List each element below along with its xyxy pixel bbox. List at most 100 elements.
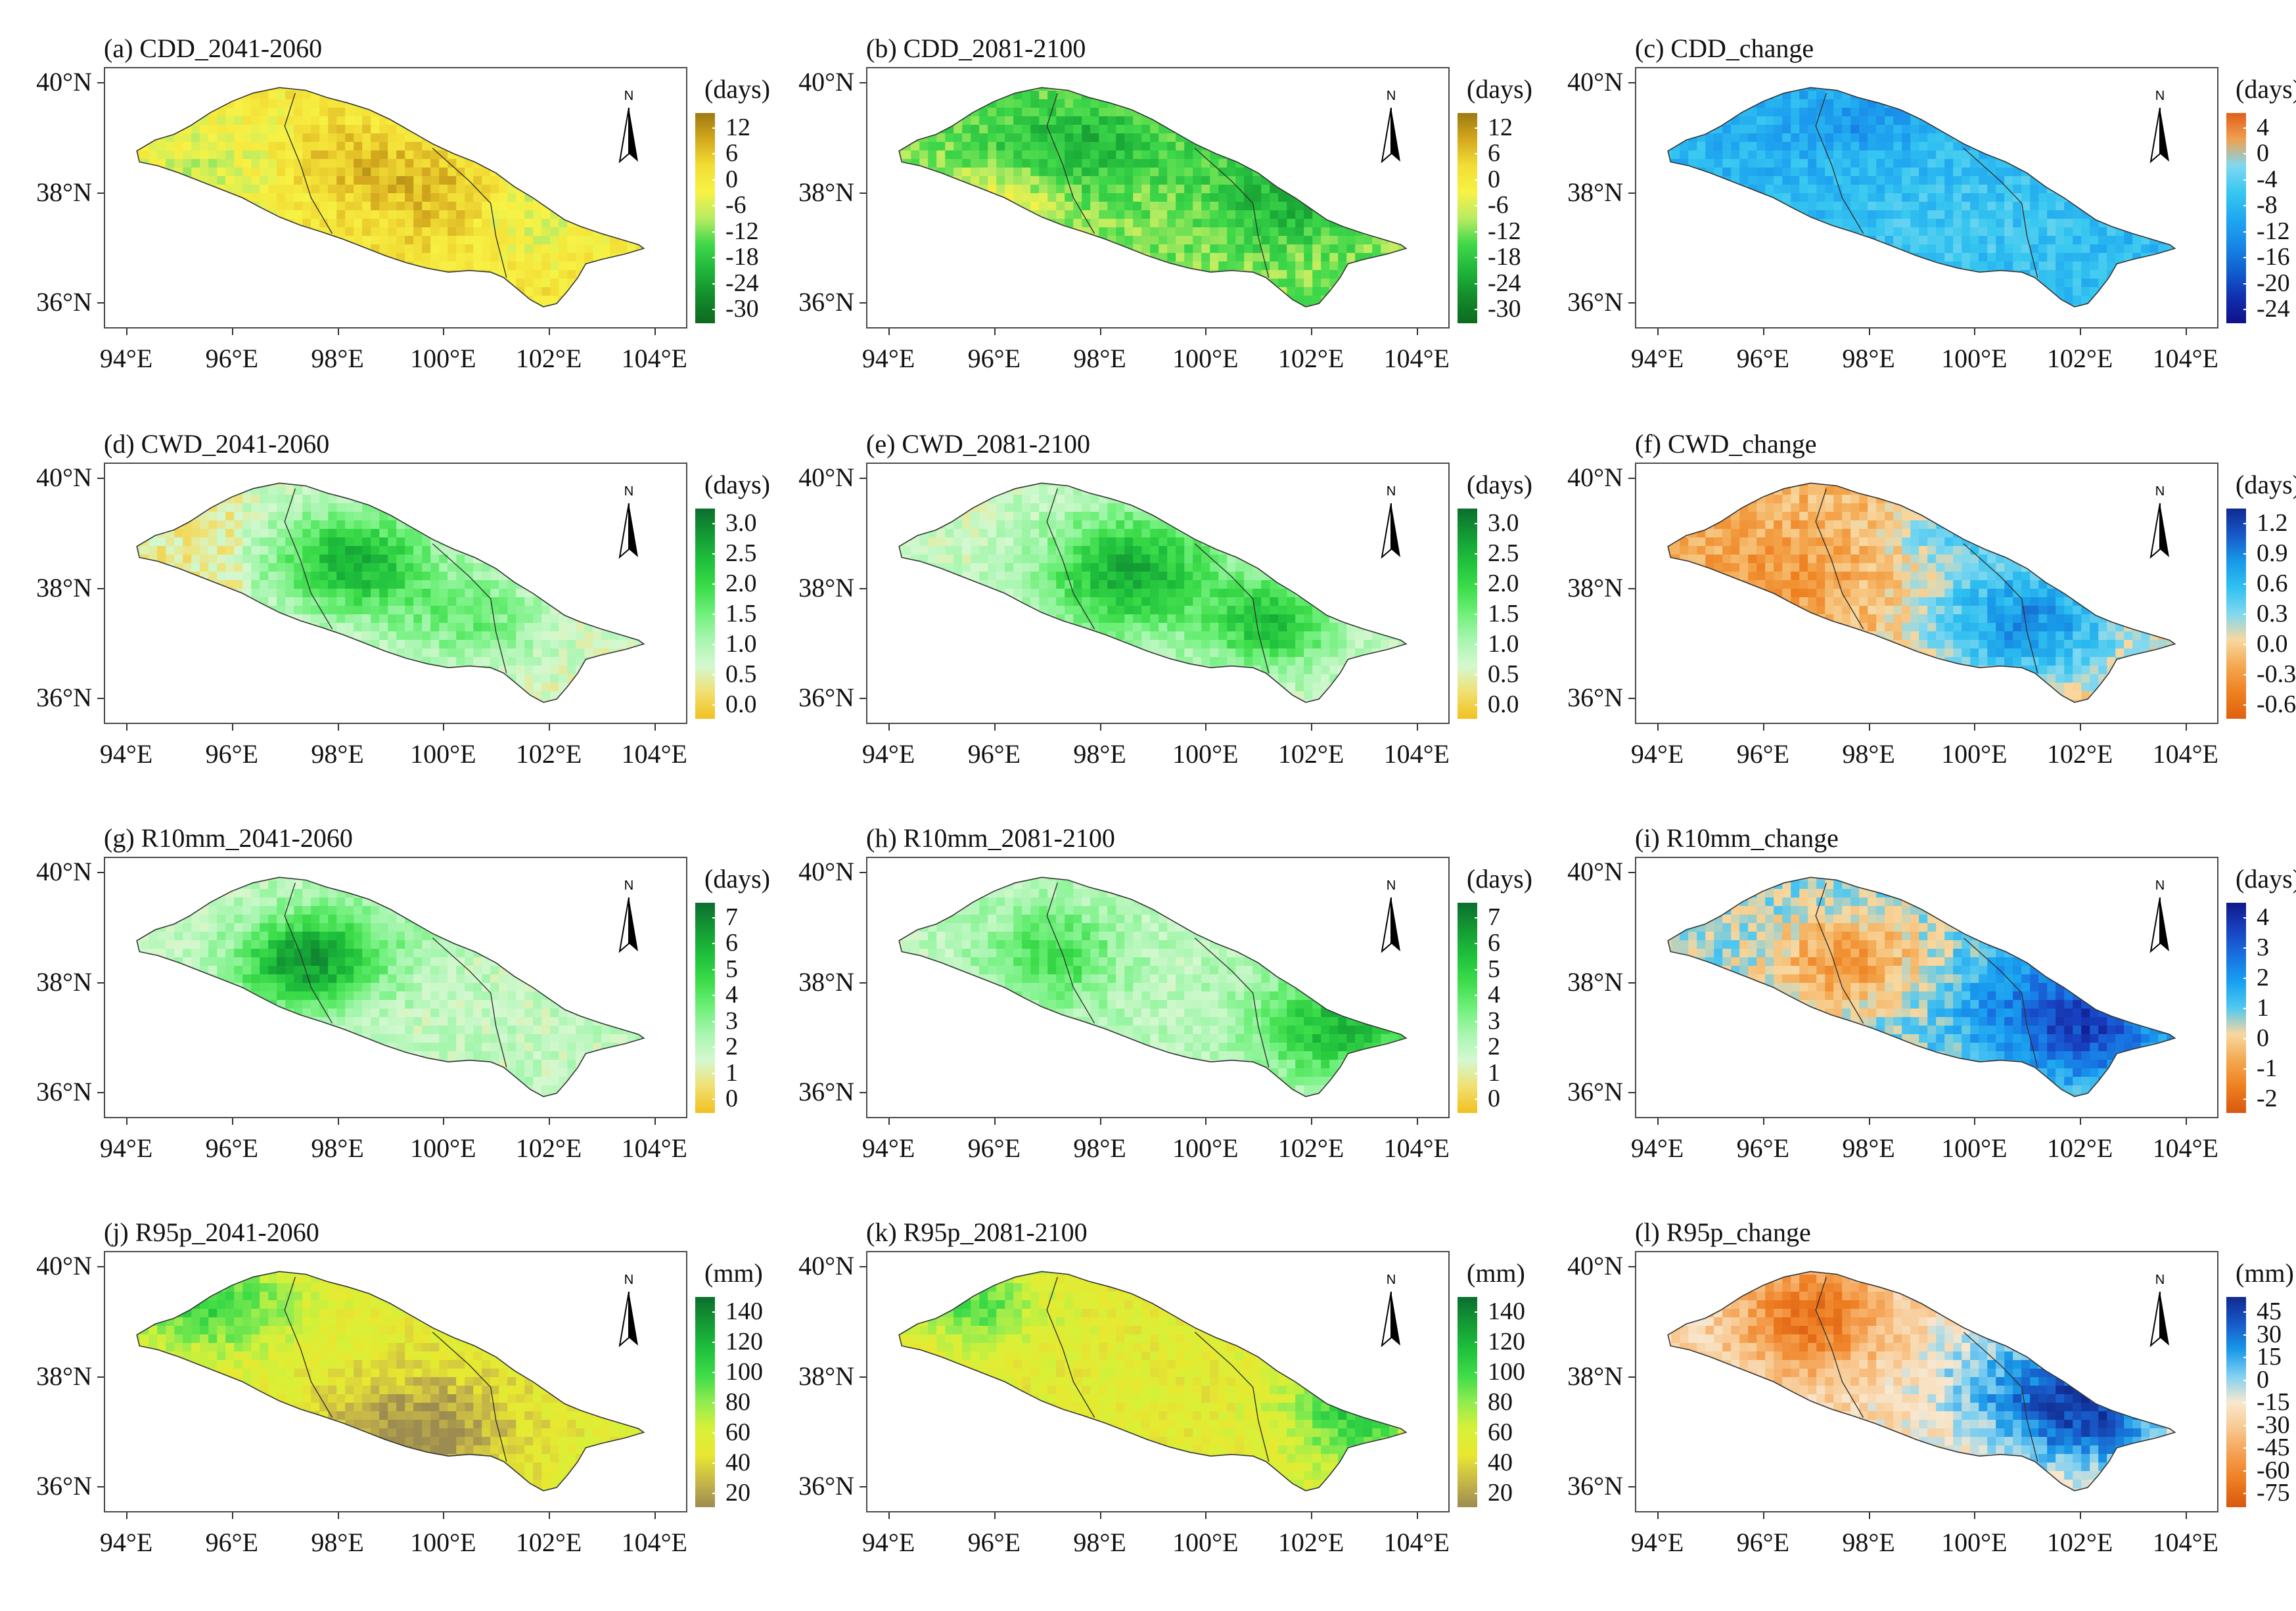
map-frame: N bbox=[1635, 67, 2218, 329]
raster-cells bbox=[894, 872, 1415, 1103]
lat-label: 40°N bbox=[0, 856, 92, 887]
lat-tick bbox=[860, 872, 866, 873]
lon-tick bbox=[443, 1118, 444, 1125]
lon-label: 94°E bbox=[1631, 1527, 1684, 1558]
lon-tick bbox=[2186, 1118, 2187, 1125]
panel-title: (i) R10mm_change bbox=[1635, 823, 1839, 853]
north-arrow-icon: N bbox=[1373, 88, 1409, 173]
north-label: N bbox=[624, 484, 633, 499]
north-arrow-icon: N bbox=[2142, 878, 2178, 963]
colorbar-tick-label: -4 bbox=[2257, 167, 2278, 192]
lat-label: 38°N bbox=[762, 1361, 854, 1392]
lat-label: 36°N bbox=[1531, 286, 1623, 317]
lon-label: 94°E bbox=[100, 1527, 152, 1558]
lon-label: 102°E bbox=[1278, 1527, 1344, 1558]
lon-tick bbox=[888, 1512, 890, 1519]
colorbar-tick-label: 1.0 bbox=[1488, 631, 1519, 656]
lat-label: 38°N bbox=[0, 966, 92, 997]
colorbar-tick-label: -16 bbox=[2257, 244, 2290, 269]
colorbar-tick-label: -2 bbox=[2257, 1086, 2278, 1111]
colorbar-tick bbox=[2243, 153, 2247, 154]
north-arrow-icon: N bbox=[1373, 878, 1409, 963]
colorbar-tick-label: 6 bbox=[1488, 930, 1500, 955]
colorbar-tick-label: 0.5 bbox=[1488, 662, 1519, 687]
north-label: N bbox=[624, 89, 633, 103]
lon-tick bbox=[1763, 724, 1764, 731]
basin-map bbox=[867, 68, 1448, 327]
lat-tick bbox=[860, 82, 866, 83]
colorbar-tick bbox=[2243, 1470, 2247, 1472]
colorbar-tick-label: 4 bbox=[2257, 905, 2269, 930]
lat-label: 38°N bbox=[0, 177, 92, 208]
colorbar-tick-label: 5 bbox=[725, 957, 738, 982]
lon-tick bbox=[1100, 1118, 1101, 1125]
lon-tick bbox=[1763, 329, 1764, 335]
lat-tick bbox=[97, 982, 104, 984]
colorbar-tick bbox=[1475, 1021, 1479, 1022]
lon-tick bbox=[338, 329, 339, 335]
colorbar-tick-label: 20 bbox=[1488, 1480, 1513, 1505]
colorbar-tick-label: 3 bbox=[725, 1009, 738, 1033]
colorbar-tick bbox=[712, 674, 716, 675]
lon-label: 100°E bbox=[1172, 1133, 1238, 1164]
colorbar-tick-label: 7 bbox=[1488, 905, 1500, 930]
lon-tick bbox=[1100, 329, 1101, 335]
north-arrow-icon: N bbox=[1373, 1272, 1409, 1357]
lon-tick bbox=[2186, 329, 2187, 335]
lon-tick bbox=[1311, 724, 1312, 731]
colorbar-tick-label: -12 bbox=[725, 219, 759, 244]
lon-label: 96°E bbox=[968, 1133, 1021, 1164]
colorbar-tick bbox=[712, 1463, 716, 1464]
lon-tick bbox=[1311, 1118, 1312, 1125]
colorbar-tick bbox=[1475, 127, 1479, 129]
colorbar-tick-label: -1 bbox=[2257, 1056, 2278, 1081]
lat-label: 38°N bbox=[1531, 572, 1623, 603]
colorbar-tick-label: 0 bbox=[725, 167, 738, 192]
north-label: N bbox=[1387, 1273, 1396, 1287]
colorbar-unit: (mm) bbox=[704, 1258, 763, 1288]
map-frame: N bbox=[1635, 1251, 2218, 1512]
lon-tick bbox=[1417, 1512, 1418, 1519]
colorbar-tick-label: -0.6 bbox=[2257, 692, 2296, 717]
lon-label: 94°E bbox=[862, 343, 915, 374]
north-arrow-icon: N bbox=[2142, 1272, 2178, 1357]
colorbar-tick-label: 0.9 bbox=[2257, 541, 2288, 566]
colorbar-tick bbox=[2243, 1493, 2247, 1494]
lon-label: 104°E bbox=[2153, 1527, 2218, 1558]
colorbar-tick bbox=[712, 1342, 716, 1343]
north-label: N bbox=[1387, 484, 1396, 499]
colorbar-tick-label: -24 bbox=[725, 271, 759, 296]
basin-map bbox=[105, 1252, 686, 1511]
lon-label: 102°E bbox=[2047, 343, 2113, 374]
lat-tick bbox=[97, 302, 104, 304]
colorbar-tick-label: 4 bbox=[1488, 982, 1500, 1007]
lon-tick bbox=[888, 724, 890, 731]
lon-label: 98°E bbox=[1073, 1527, 1126, 1558]
colorbar-tick-label: 2 bbox=[1488, 1034, 1500, 1059]
colorbar-tick bbox=[2243, 644, 2247, 645]
colorbar-tick bbox=[2243, 1425, 2247, 1426]
lon-label: 100°E bbox=[1941, 1527, 2007, 1558]
lon-label: 100°E bbox=[410, 1133, 476, 1164]
panel-title: (g) R10mm_2041-2060 bbox=[104, 823, 353, 853]
lon-tick bbox=[338, 1118, 339, 1125]
colorbar-tick bbox=[2243, 917, 2247, 919]
lat-label: 40°N bbox=[762, 462, 854, 493]
lon-tick bbox=[549, 329, 550, 335]
map-frame: N bbox=[866, 67, 1450, 329]
colorbar bbox=[695, 903, 715, 1113]
colorbar-tick-label: 2.5 bbox=[725, 541, 757, 566]
lat-tick bbox=[97, 872, 104, 873]
colorbar-tick bbox=[1475, 205, 1479, 206]
lat-label: 36°N bbox=[762, 286, 854, 317]
colorbar-tick bbox=[2243, 1334, 2247, 1336]
lon-label: 102°E bbox=[516, 1133, 582, 1164]
lat-tick bbox=[1628, 982, 1635, 984]
colorbar-tick-label: 2.0 bbox=[725, 571, 757, 596]
lon-tick bbox=[443, 329, 444, 335]
map-frame: N bbox=[866, 857, 1450, 1118]
colorbar-tick bbox=[1475, 231, 1479, 233]
colorbar-tick bbox=[712, 309, 716, 310]
